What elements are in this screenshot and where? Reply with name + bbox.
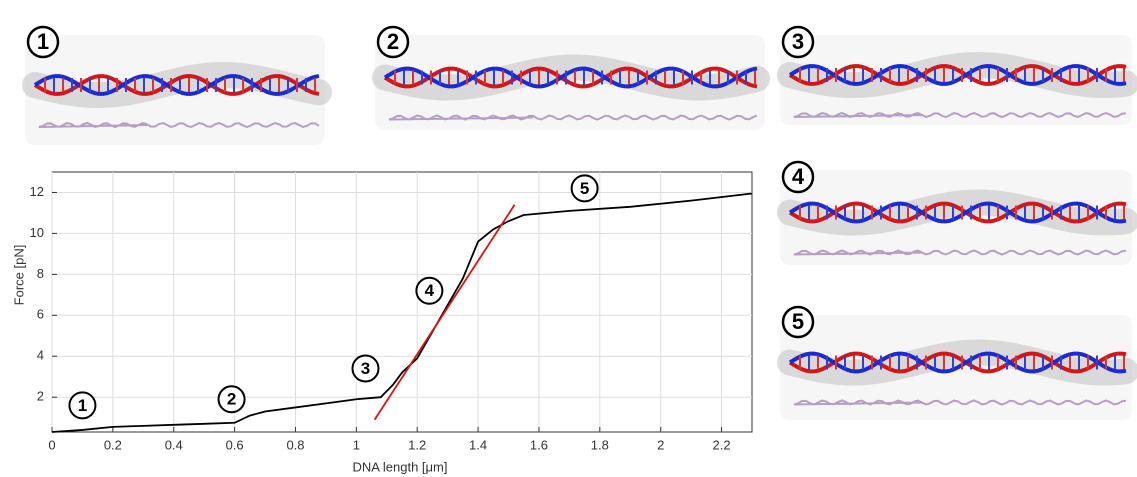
dna-strand	[383, 66, 758, 89]
y-axis-label: Force [pN]	[11, 245, 26, 306]
x-tick-label: 1.2	[408, 437, 426, 452]
dna-strand	[33, 74, 320, 96]
dna-small	[388, 114, 758, 121]
x-tick-label: 0.8	[286, 437, 304, 452]
dna-strand	[383, 66, 758, 89]
x-tick-label: 1	[353, 437, 360, 452]
y-tick-label: 8	[37, 266, 44, 281]
annotation-label: 3	[361, 359, 370, 378]
annotation-label: 4	[425, 281, 435, 300]
panel-badge	[781, 305, 815, 339]
dna-small	[793, 249, 1127, 256]
dna-small	[793, 399, 1127, 406]
panel-label: 1	[37, 29, 49, 54]
dna-strand	[33, 74, 320, 96]
panel-label: 2	[387, 29, 399, 54]
panel-label: 5	[792, 309, 804, 334]
panel-label: 3	[792, 29, 804, 54]
annotation-circle	[415, 276, 444, 305]
plot-area	[51, 171, 753, 433]
x-tick-label: 0.2	[104, 437, 122, 452]
x-tick-label: 2	[657, 437, 664, 452]
dna-small	[793, 111, 1127, 119]
x-tick-label: 1.8	[591, 437, 609, 452]
x-tick-label: 0	[48, 437, 55, 452]
x-tick-label: 0.4	[165, 437, 183, 452]
y-tick-label: 10	[30, 225, 44, 240]
y-tick-label: 2	[37, 389, 44, 404]
annotation-label: 1	[78, 396, 87, 415]
panel-label: 4	[792, 164, 805, 189]
annotation-label: 5	[580, 179, 589, 198]
fit-line	[373, 204, 516, 421]
y-tick-label: 12	[30, 184, 44, 199]
panel-badge	[781, 25, 815, 59]
annotation-circle	[351, 354, 380, 383]
x-tick-label: 2.2	[713, 437, 731, 452]
y-tick-label: 4	[37, 348, 44, 363]
x-tick-label: 0.6	[226, 437, 244, 452]
x-axis-label: DNA length [μm]	[353, 459, 448, 474]
panel-badge	[376, 25, 410, 59]
force-curve	[51, 192, 753, 433]
panel-badge	[26, 25, 60, 59]
dna-small	[38, 121, 320, 129]
annotation-circle	[217, 385, 246, 414]
panel-badge	[781, 160, 815, 194]
y-tick-label: 6	[37, 307, 44, 322]
x-tick-label: 1.6	[530, 437, 548, 452]
annotation-circle	[570, 174, 599, 203]
annotation-circle	[68, 391, 97, 420]
x-tick-label: 1.4	[469, 437, 487, 452]
annotation-label: 2	[227, 390, 236, 409]
